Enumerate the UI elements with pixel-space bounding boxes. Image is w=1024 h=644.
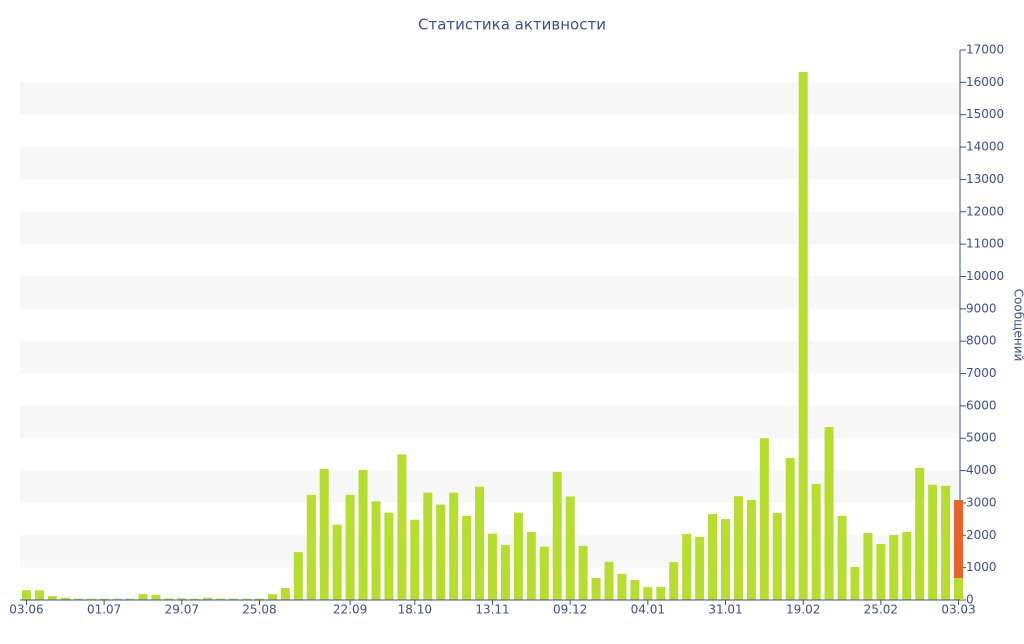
grid-band [20,406,960,438]
bar [954,578,963,600]
x-tick-label: 13.11 [475,603,509,617]
bar [294,552,303,600]
bar [682,534,691,600]
bar [876,544,885,600]
y-tick-label: 12000 [966,204,1004,218]
x-tick-label: 09.12 [553,603,587,617]
bar [838,516,847,600]
bar [850,567,859,600]
bar [138,594,147,600]
y-tick-label: 13000 [966,172,1004,186]
bar [22,590,31,600]
bar [669,562,678,600]
bar [617,574,626,600]
x-tick-label: 31.01 [708,603,742,617]
bar [475,487,484,600]
bar [307,495,316,600]
bar [501,545,510,600]
bar [527,532,536,600]
bar [863,533,872,600]
x-tick-label: 29.07 [165,603,199,617]
bar [359,470,368,600]
bar [643,587,652,600]
y-tick-label: 6000 [966,398,997,412]
x-tick-label: 19.02 [786,603,820,617]
bar [553,472,562,600]
bar [48,596,57,600]
bar [436,505,445,600]
grid-band [20,341,960,373]
y-tick-label: 5000 [966,431,997,445]
y-tick-label: 15000 [966,107,1004,121]
bar [371,501,380,600]
chart-title: Статистика активности [418,16,606,34]
bar [410,520,419,600]
bar [941,486,950,600]
y-tick-label: 17000 [966,43,1004,57]
bar [708,514,717,600]
y-tick-label: 14000 [966,140,1004,154]
x-tick-label: 22.09 [333,603,367,617]
x-tick-label: 03.06 [9,603,43,617]
bar [656,587,665,600]
y-tick-label: 8000 [966,334,997,348]
bar [346,495,355,600]
bar [786,458,795,600]
bar [397,454,406,600]
grid-band [20,82,960,114]
bar [514,513,523,600]
bar [630,580,639,600]
bar [799,72,808,600]
bar [928,485,937,600]
bar [268,594,277,600]
bar [384,513,393,600]
bar [902,532,911,600]
bar [605,562,614,600]
grid-band [20,147,960,179]
bar [915,468,924,600]
x-tick-label: 03.03 [941,603,975,617]
x-tick-label: 25.02 [864,603,898,617]
x-tick-label: 04.01 [631,603,665,617]
bar [734,496,743,600]
bar [488,534,497,600]
bar [333,525,342,600]
bar [35,590,44,600]
bar [747,500,756,600]
bar [540,547,549,600]
bar [462,516,471,600]
y-tick-label: 10000 [966,269,1004,283]
y-tick-label: 4000 [966,463,997,477]
bar [760,438,769,600]
bar [695,537,704,600]
bar [721,519,730,600]
bar [566,496,575,600]
y-tick-label: 11000 [966,237,1004,251]
bar [773,513,782,600]
bar [592,578,601,600]
bar [320,469,329,600]
bar [281,588,290,600]
y-tick-label: 3000 [966,495,997,509]
y-axis-label: Сообщений [1012,289,1024,362]
bar [825,427,834,600]
y-tick-label: 16000 [966,75,1004,89]
bar [423,493,432,600]
bar [954,500,963,578]
y-tick-label: 1000 [966,560,997,574]
x-tick-label: 01.07 [87,603,121,617]
y-tick-label: 7000 [966,366,997,380]
x-tick-label: 18.10 [398,603,432,617]
bar [151,595,160,600]
grid-band [20,212,960,244]
y-tick-label: 2000 [966,528,997,542]
bar [812,484,821,600]
bar [449,493,458,600]
bar [889,535,898,600]
y-tick-label: 9000 [966,301,997,315]
x-tick-label: 25.08 [242,603,276,617]
grid-band [20,276,960,308]
bar [579,546,588,600]
